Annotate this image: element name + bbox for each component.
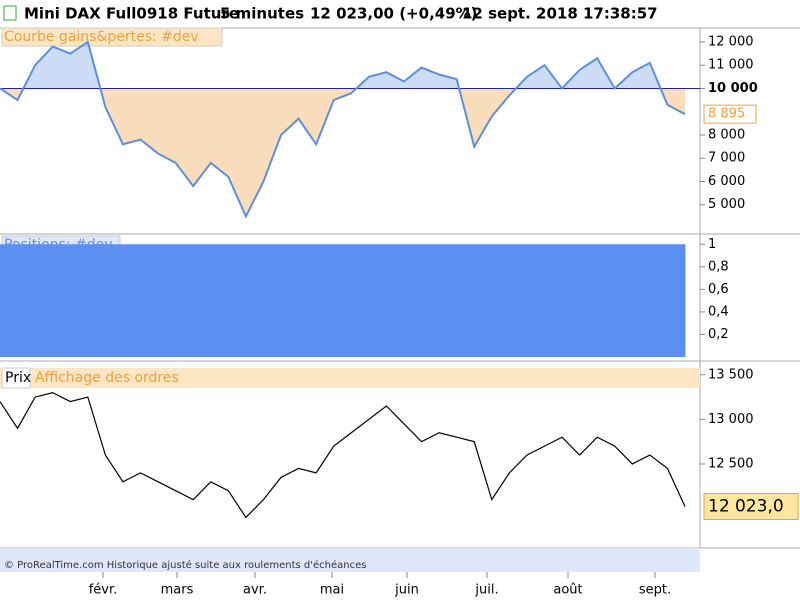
- position-bar: [393, 244, 412, 357]
- panel-label-bg: [1, 27, 223, 47]
- position-bar: [119, 244, 138, 357]
- x-tick-label: sept.: [639, 583, 671, 598]
- last-value-label: 12 023,0: [708, 497, 784, 517]
- position-bar: [479, 244, 498, 357]
- y-tick-label: 0,2: [708, 327, 729, 342]
- y-tick-label: 5 000: [708, 197, 745, 212]
- position-bar: [205, 244, 224, 357]
- panel-title: Courbe gains&pertes: #dev: [4, 29, 199, 45]
- panel-title: Prix: [5, 370, 31, 386]
- timestamp: 12 sept. 2018 17:38:57: [462, 5, 658, 23]
- position-bar: [445, 244, 463, 357]
- position-bar: [633, 244, 652, 357]
- position-bar: [325, 244, 343, 357]
- position-bar: [616, 244, 635, 357]
- y-tick-label: 13 000: [708, 412, 754, 427]
- price-line: [0, 392, 686, 519]
- position-bar: [428, 244, 446, 357]
- instrument: Mini DAX Full0918 Future: [24, 5, 239, 23]
- panel-label-bg: [1, 367, 31, 389]
- y-tick-label: 13 500: [708, 367, 754, 382]
- position-bar: [599, 244, 617, 357]
- position-bar: [239, 244, 258, 357]
- position-bar: [17, 244, 35, 357]
- position-bar: [188, 244, 206, 357]
- x-tick-label: mars: [161, 583, 194, 598]
- position-bar: [222, 244, 241, 357]
- y-tick-label: 8 000: [708, 127, 745, 142]
- position-bar: [0, 244, 18, 357]
- y-tick-label: 11 000: [708, 58, 754, 73]
- x-tick-label: avr.: [243, 583, 267, 598]
- position-bar: [548, 244, 566, 357]
- y-tick-label: 6 000: [708, 174, 745, 189]
- x-tick-label: août: [553, 583, 582, 598]
- position-bar: [68, 244, 87, 357]
- position-bar: [308, 244, 326, 357]
- area-above: [0, 41, 685, 89]
- position-bar: [513, 244, 532, 357]
- position-bar: [102, 244, 121, 357]
- x-tick-label: mai: [320, 583, 344, 598]
- position-bar: [85, 244, 104, 357]
- last-value-box: [703, 493, 799, 521]
- y-tick-label: 12 500: [708, 456, 754, 471]
- x-tick-label: févr.: [89, 583, 118, 598]
- last-value-box: [703, 104, 757, 124]
- y-tick-label: 0,8: [708, 259, 729, 274]
- y-tick-label: 10 000: [708, 81, 758, 96]
- x-tick-label: juin: [394, 583, 419, 598]
- position-bar: [376, 244, 395, 357]
- y-tick-label: 1: [708, 237, 716, 252]
- position-bar: [359, 244, 378, 357]
- position-bar: [342, 244, 361, 357]
- position-bar: [256, 244, 275, 357]
- position-bar: [582, 244, 600, 357]
- position-bar: [496, 244, 515, 357]
- y-tick-label: 7 000: [708, 151, 745, 166]
- quote: 12 023,00 (+0,49%): [310, 5, 478, 23]
- position-bar: [34, 244, 52, 357]
- panel-subtitle: Affichage des ordres: [35, 370, 179, 386]
- x-tick-label: juil.: [474, 583, 498, 598]
- y-tick-label: 12 000: [708, 34, 754, 49]
- orders-strip: [0, 368, 700, 388]
- last-value-label: 8 895: [708, 107, 745, 122]
- position-bar: [411, 244, 429, 357]
- footer: © ProRealTime.com Historique ajusté suit…: [4, 559, 366, 571]
- orders-strip: [0, 548, 700, 572]
- position-bar: [154, 244, 172, 357]
- app-icon: [3, 5, 17, 21]
- position-bar: [530, 244, 549, 357]
- position-bar: [565, 244, 583, 357]
- position-bar: [274, 244, 292, 357]
- equity-line: [0, 40, 686, 219]
- y-tick-label: 0,4: [708, 304, 729, 319]
- position-bar: [171, 244, 189, 357]
- position-bar: [137, 244, 155, 357]
- position-bar: [51, 244, 69, 357]
- y-tick-label: 0,6: [708, 282, 729, 297]
- area-below: [0, 88, 685, 217]
- position-bar: [462, 244, 480, 357]
- interval: 5 minutes: [220, 5, 304, 23]
- position-bar: [291, 244, 309, 357]
- position-bar: [650, 244, 669, 357]
- position-bar: [667, 244, 686, 357]
